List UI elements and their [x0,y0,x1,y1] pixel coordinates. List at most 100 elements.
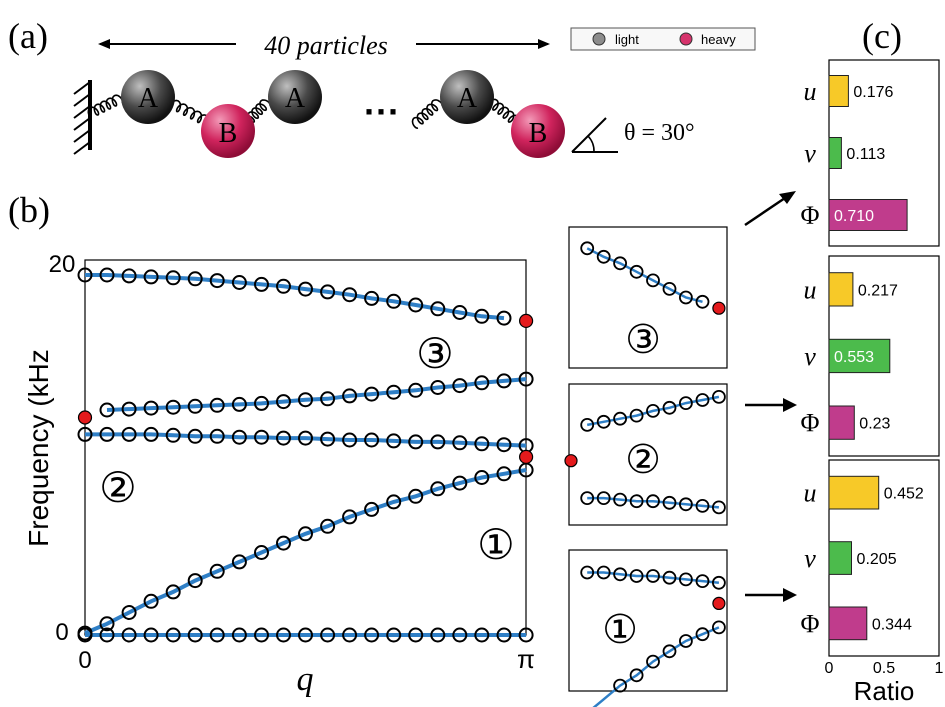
x-tick-label: 0 [825,660,834,677]
data-point [662,400,677,415]
data-point [99,426,115,442]
data-point [679,572,693,587]
dispersion-chart: 20 0 0 π q Frequency (kHz ③ ② ① [23,251,535,698]
data-point [143,269,159,285]
category-label: Φ [800,201,819,230]
data-point [231,627,247,643]
data-point [77,426,93,442]
series-group [84,273,527,637]
category-label: v [804,342,816,371]
data-point [596,491,611,506]
data-point [613,411,627,426]
data-point [452,378,468,394]
ratio-bar [828,75,849,107]
spring-icon [411,99,444,130]
zoom-inset-1: ① [568,549,728,707]
particle-heavy [511,104,565,158]
data-point [298,281,313,297]
interface-mode-point [712,301,726,315]
data-point [430,434,446,450]
data-point [580,417,595,432]
data-point [408,382,424,398]
data-point [695,294,710,309]
data-point [342,432,358,448]
ratio-bar [828,338,891,374]
y-tick-label: 20 [49,251,76,278]
span-label: 40 particles [264,31,388,60]
spring-icon [168,99,210,127]
data-point [298,526,313,542]
particle-label: B [219,118,238,149]
ratio-bar [828,606,868,641]
data-point [496,310,512,326]
data-point [408,627,424,643]
data-point [518,627,534,643]
data-point [276,535,291,551]
data-point [165,627,181,643]
category-label: u [804,479,817,508]
data-point [430,481,446,497]
data-point [430,380,446,395]
category-label: u [804,275,817,304]
inset-curve [586,395,720,427]
particle-label: A [138,83,159,114]
data-point [496,373,512,389]
data-point [364,627,380,643]
data-point [231,429,247,445]
band-label-3: ③ [625,318,661,362]
springs [87,94,520,130]
particle-label: B [529,118,548,149]
connector-arrow [744,196,786,227]
data-point [712,500,726,515]
data-point [364,290,380,306]
plot-frame [84,259,527,636]
x-axis-label: q [297,661,314,698]
data-point [580,491,595,506]
inset-points [580,565,726,707]
angle-arm [571,117,607,153]
data-point [679,396,693,411]
category-label: Φ [800,409,819,438]
ratio-bar [828,475,880,510]
inset-curve [586,247,703,304]
data-point [231,396,247,412]
arrowhead-icon [783,588,797,602]
data-point [99,402,115,418]
arrowhead-icon [779,191,796,204]
ratio-bar [828,405,855,440]
data-label: 0.452 [884,486,924,503]
band-curve-5 [85,273,505,321]
data-point [408,297,424,313]
particle-light [268,70,322,124]
arrowhead-icon [783,398,797,412]
band-label-2: ② [625,438,661,482]
particle-label: A [285,83,306,114]
data-point [320,391,336,407]
data-point [452,475,468,491]
category-label: Φ [800,609,819,638]
data-label: 0.344 [872,616,912,633]
data-point [342,627,358,643]
data-label: 0.176 [853,84,893,101]
data-point [496,627,512,643]
arrowhead-left-icon [98,39,110,49]
data-point [452,435,468,451]
data-point [342,509,358,525]
data-point [613,567,627,582]
band-label-1: ① [602,608,638,652]
data-point [77,625,93,641]
zoom-inset-2: ② [564,383,728,526]
data-point [695,393,710,407]
data-label: 0.205 [857,551,897,568]
data-point [143,627,159,643]
data-point [298,392,313,408]
data-point [712,575,726,590]
data-label: 0.710 [834,208,874,225]
legend: light heavy [570,27,756,51]
data-point [143,400,159,416]
data-point [646,403,660,418]
data-point [452,627,468,643]
data-point [474,627,490,643]
arrowhead-right-icon [538,39,550,49]
data-point [474,308,490,324]
